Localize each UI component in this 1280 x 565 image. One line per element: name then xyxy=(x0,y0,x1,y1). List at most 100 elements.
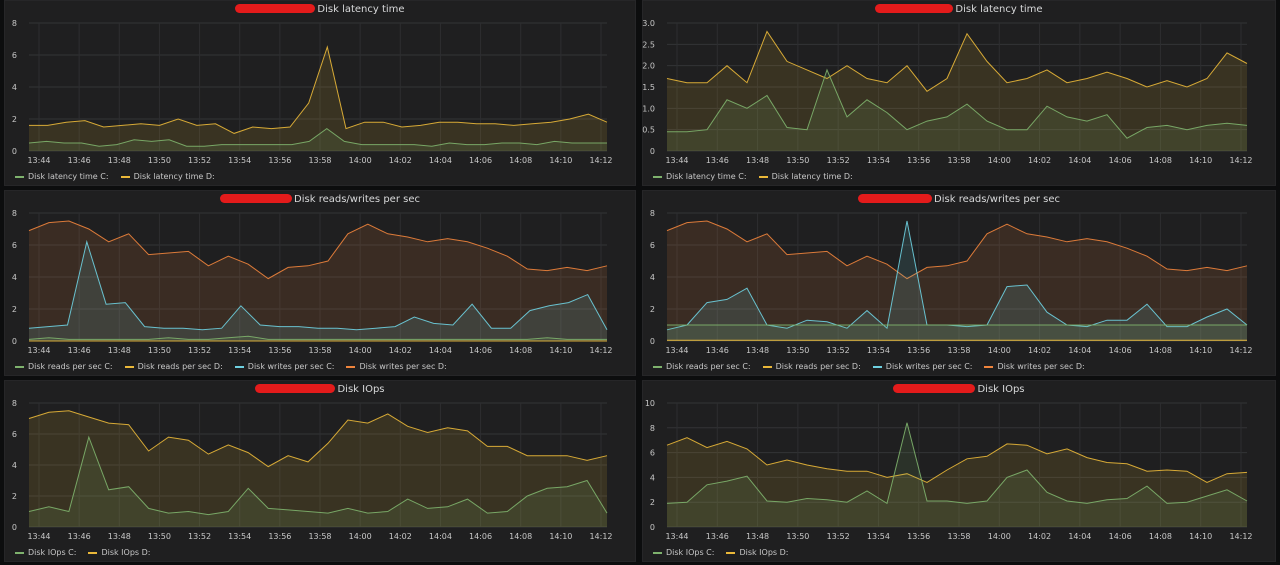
x-tick-label: 13:56 xyxy=(268,346,291,355)
y-tick-label: 2 xyxy=(12,305,17,314)
legend-swatch xyxy=(124,365,134,368)
x-tick-label: 13:54 xyxy=(228,346,251,355)
chart-panel: Disk latency time 0 2 4 6 8 13:44 13:46 13:48 13… xyxy=(4,0,636,186)
series-line xyxy=(28,239,608,331)
legend-item[interactable]: Disk writes per sec D: xyxy=(984,362,1085,371)
x-tick-label: 13:44 xyxy=(665,346,688,355)
legend-swatch xyxy=(762,365,772,368)
x-tick-label: 13:50 xyxy=(786,346,809,355)
legend-item[interactable]: Disk writes per sec D: xyxy=(346,362,447,371)
redaction-mark xyxy=(235,4,316,13)
x-tick-label: 14:12 xyxy=(1229,532,1252,541)
legend-item[interactable]: Disk latency time C: xyxy=(15,172,109,181)
chart-legend: Disk IOps C: Disk IOps D: xyxy=(653,548,800,557)
x-tick-label: 13:48 xyxy=(746,532,769,541)
legend-label: Disk writes per sec D: xyxy=(359,362,447,371)
x-tick-label: 13:52 xyxy=(827,156,850,165)
legend-item[interactable]: Disk reads per sec D: xyxy=(124,362,223,371)
chart-panel: Disk reads/writes per sec 0 2 4 6 8 13:44 13:4… xyxy=(4,190,636,376)
x-tick-label: 13:50 xyxy=(786,532,809,541)
legend-item[interactable]: Disk latency time D: xyxy=(120,172,215,181)
x-tick-label: 14:04 xyxy=(429,346,452,355)
x-tick-label: 14:02 xyxy=(389,346,412,355)
legend-label: Disk IOps C: xyxy=(666,548,715,557)
legend-item[interactable]: Disk writes per sec C: xyxy=(872,362,972,371)
panel-title-text: Disk IOps xyxy=(337,384,385,395)
legend-item[interactable]: Disk IOps D: xyxy=(726,548,788,557)
x-tick-label: 14:02 xyxy=(389,532,412,541)
x-tick-label: 14:08 xyxy=(509,532,532,541)
x-tick-label: 14:08 xyxy=(1149,532,1172,541)
legend-swatch xyxy=(15,365,24,368)
x-tick-label: 13:58 xyxy=(308,346,331,355)
x-tick-label: 13:56 xyxy=(907,346,930,355)
y-tick-label: 4 xyxy=(12,461,17,470)
x-tick-label: 13:54 xyxy=(228,156,251,165)
x-tick-label: 13:56 xyxy=(907,156,930,165)
x-tick-label: 13:56 xyxy=(907,532,930,541)
x-tick-label: 13:50 xyxy=(148,156,171,165)
legend-item[interactable]: Disk reads per sec D: xyxy=(762,362,861,371)
panel-title: Disk latency time xyxy=(643,4,1275,15)
y-tick-label: 0 xyxy=(650,523,655,532)
x-tick-label: 14:12 xyxy=(589,346,612,355)
series-line xyxy=(28,220,608,280)
y-tick-label: 4 xyxy=(12,83,17,92)
y-tick-label: 0 xyxy=(12,337,17,346)
legend-item[interactable]: Disk reads per sec C: xyxy=(653,362,751,371)
chart-panel: Disk IOps 0 2 4 6 8 13:44 13:46 13:48 13:50 13:52… xyxy=(4,380,636,562)
x-tick-label: 13:46 xyxy=(68,156,91,165)
panel-title: Disk reads/writes per sec xyxy=(5,194,635,205)
y-tick-label: 4 xyxy=(650,273,655,282)
x-tick-label: 14:04 xyxy=(1068,532,1091,541)
chart-plot: 0 2 4 6 8 13:44 13:46 13:48 13:50 13:52 13:54 13:56… xyxy=(12,399,613,541)
chart-plot: 0 2 4 6 8 13:44 13:46 13:48 13:50 13:52 13:54 13:56… xyxy=(12,19,613,165)
legend-item[interactable]: Disk IOps C: xyxy=(653,548,714,557)
x-tick-label: 13:54 xyxy=(867,532,890,541)
legend-item[interactable]: Disk latency time D: xyxy=(758,172,853,181)
y-tick-label: 0.5 xyxy=(642,126,655,135)
legend-label: Disk writes per sec D: xyxy=(997,362,1085,371)
legend-label: Disk reads per sec C: xyxy=(28,362,113,371)
x-tick-label: 14:06 xyxy=(1109,532,1132,541)
legend-item[interactable]: Disk latency time C: xyxy=(653,172,747,181)
chart-legend: Disk reads per sec C: Disk reads per sec … xyxy=(653,362,1097,371)
legend-item[interactable]: Disk writes per sec C: xyxy=(234,362,334,371)
x-tick-label: 14:06 xyxy=(469,346,492,355)
y-tick-label: 4 xyxy=(650,473,655,482)
legend-item[interactable]: Disk IOps D: xyxy=(88,548,150,557)
series-line xyxy=(666,437,1248,483)
x-tick-label: 13:46 xyxy=(68,346,91,355)
y-tick-label: 8 xyxy=(650,424,655,433)
series-line xyxy=(667,68,1248,139)
series-area xyxy=(667,221,1247,341)
legend-swatch xyxy=(758,175,768,178)
x-tick-label: 14:12 xyxy=(589,532,612,541)
chart-plot: 0 2 4 6 8 10 13:44 13:46 13:48 13:50 13:52 13:54 13:… xyxy=(645,399,1253,541)
legend-label: Disk IOps C: xyxy=(28,548,77,557)
series-line xyxy=(28,410,608,468)
series-line xyxy=(29,45,608,134)
legend-swatch xyxy=(726,551,736,554)
redaction-mark xyxy=(893,384,976,393)
y-tick-label: 3.0 xyxy=(642,19,655,28)
x-tick-label: 14:00 xyxy=(349,532,372,541)
legend-label: Disk latency time D: xyxy=(133,172,215,181)
x-tick-label: 13:58 xyxy=(947,532,970,541)
chart-legend: Disk IOps C: Disk IOps D: xyxy=(15,548,162,557)
y-tick-label: 8 xyxy=(650,209,655,218)
x-tick-label: 13:46 xyxy=(706,156,729,165)
x-tick-label: 13:58 xyxy=(947,156,970,165)
redaction-mark xyxy=(858,194,933,203)
x-tick-label: 14:10 xyxy=(1189,346,1212,355)
x-tick-label: 14:12 xyxy=(1229,346,1252,355)
y-tick-label: 2 xyxy=(12,115,17,124)
y-tick-label: 0 xyxy=(12,147,17,156)
series-area xyxy=(29,47,607,151)
x-tick-label: 13:44 xyxy=(27,532,50,541)
x-tick-label: 14:06 xyxy=(469,532,492,541)
x-tick-label: 13:58 xyxy=(308,156,331,165)
legend-item[interactable]: Disk IOps C: xyxy=(15,548,76,557)
chart-legend: Disk reads per sec C: Disk reads per sec … xyxy=(15,362,459,371)
legend-item[interactable]: Disk reads per sec C: xyxy=(15,362,113,371)
